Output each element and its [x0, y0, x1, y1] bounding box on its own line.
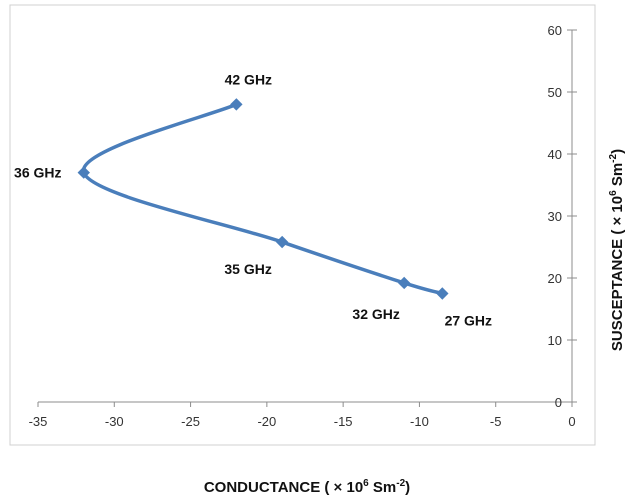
data-point-label: 36 GHz [14, 165, 61, 181]
x-tick-label: -5 [490, 414, 502, 429]
x-axis-title-end: ) [405, 479, 410, 496]
x-axis-title-main: CONDUCTANCE ( × 10 [204, 479, 363, 496]
x-axis-title-unit-sup: -2 [396, 478, 405, 489]
x-tick-label: -30 [105, 414, 124, 429]
axes: -35 -30 -25 -20 -15 -10 -5 00 10 20 30 40 50 60 [29, 23, 577, 429]
x-tick-label: 0 [568, 414, 575, 429]
y-tick-label: 0 [555, 395, 562, 410]
x-tick-label: -25 [181, 414, 200, 429]
y-axis-title-unit-sup: -2 [608, 153, 619, 162]
y-tick-label: 20 [548, 271, 562, 286]
x-tick-label: -15 [334, 414, 353, 429]
data-point-marker [230, 98, 243, 111]
y-tick-label: 50 [548, 85, 562, 100]
data-point-label: 32 GHz [352, 306, 399, 322]
data-point-marker [77, 166, 90, 179]
x-axis-title-sup: 6 [363, 478, 369, 489]
y-axis-title-main: SUSCEPTANCE ( × 10 [609, 196, 626, 351]
y-tick-label: 60 [548, 23, 562, 38]
x-tick-label: -35 [29, 414, 48, 429]
data-point-marker [436, 287, 449, 300]
y-axis-title: SUSCEPTANCE ( × 106 Sm-2) [608, 149, 626, 351]
y-axis-title-unit: Sm [609, 163, 626, 191]
plot-frame [9, 4, 596, 446]
point-labels: 27 GHz 32 GHz 35 GHz 36 GHz 42 GHz [14, 71, 492, 328]
x-axis-title: CONDUCTANCE ( × 106 Sm-2) [204, 478, 410, 496]
series-layer [77, 98, 449, 300]
y-axis-title-sup: 6 [608, 190, 619, 196]
y-axis-title-end: ) [609, 149, 626, 154]
data-point-marker [397, 276, 411, 290]
data-point-label: 27 GHz [445, 313, 492, 329]
data-point-label: 42 GHz [225, 71, 272, 87]
x-tick-label: -20 [257, 414, 276, 429]
y-tick-label: 40 [548, 147, 562, 162]
x-tick-label: -10 [410, 414, 429, 429]
data-point-label: 35 GHz [224, 261, 271, 277]
y-tick-label: 30 [548, 209, 562, 224]
data-point-marker [275, 235, 289, 249]
y-tick-label: 10 [548, 333, 562, 348]
x-axis-title-unit: Sm [369, 479, 397, 496]
